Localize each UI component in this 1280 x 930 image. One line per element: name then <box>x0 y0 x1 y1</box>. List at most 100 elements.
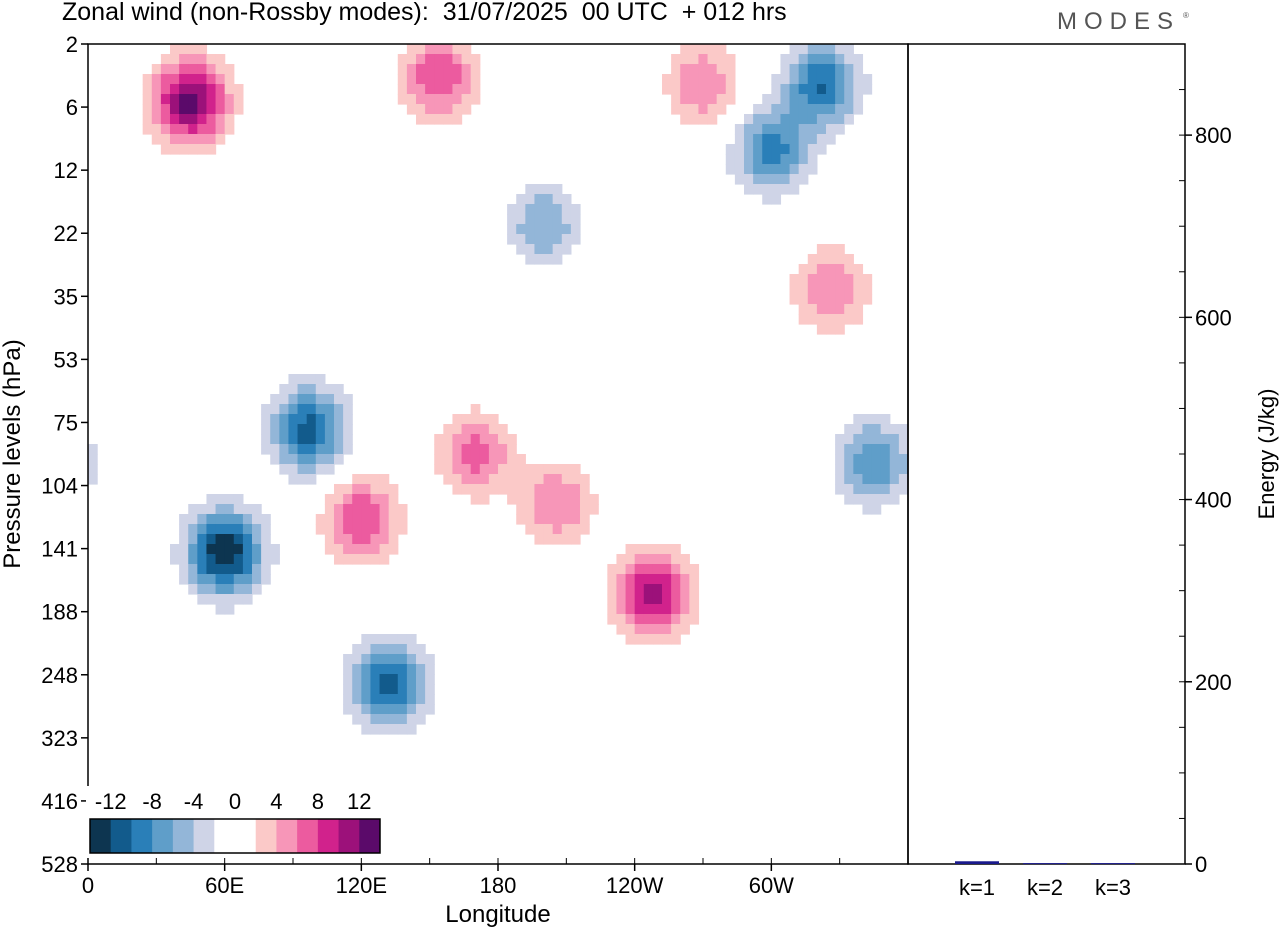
heatmap-cell <box>798 44 809 55</box>
heatmap-cell <box>425 694 435 705</box>
heatmap-cell <box>261 434 271 445</box>
heatmap-cell <box>452 44 463 55</box>
heatmap-cell <box>807 54 818 65</box>
heatmap-cell <box>443 64 454 75</box>
heatmap-cell <box>334 544 344 555</box>
heatmap-cell <box>361 644 372 655</box>
heatmap-cell <box>425 84 435 95</box>
heatmap-cell <box>625 624 636 635</box>
heatmap-cell <box>470 84 481 95</box>
heatmap-cell <box>261 444 271 455</box>
heatmap-cell <box>816 114 827 125</box>
heatmap-cell <box>534 234 545 245</box>
heatmap-cell <box>279 444 290 455</box>
heatmap-cell <box>798 284 809 295</box>
heatmap-cell <box>416 694 426 705</box>
heatmap-cell <box>789 274 800 285</box>
heatmap-cell <box>361 634 372 645</box>
colorbar-swatch <box>152 819 174 853</box>
heatmap-cell <box>406 54 417 65</box>
heatmap-cell <box>525 484 536 495</box>
heatmap-cell <box>826 64 836 75</box>
heatmap-cell <box>607 564 618 575</box>
heatmap-cell <box>179 54 189 65</box>
energy-category-label: k=3 <box>1095 875 1131 900</box>
y-tick-label: 188 <box>41 600 78 625</box>
heatmap-cell <box>252 534 262 545</box>
heatmap-cell <box>388 654 399 665</box>
heatmap-cell <box>461 454 472 465</box>
heatmap-cell <box>206 144 217 155</box>
heatmap-cell <box>835 254 845 265</box>
heatmap-cell <box>215 94 226 105</box>
heatmap-cell <box>306 374 317 385</box>
heatmap-cell <box>662 74 672 85</box>
heatmap-cell <box>625 594 636 605</box>
heatmap-cell <box>552 464 563 475</box>
heatmap-cell <box>589 504 599 515</box>
colorbar-frame <box>89 818 381 854</box>
heatmap-cell <box>425 684 435 695</box>
heatmap-cell <box>807 74 818 85</box>
energy-axis: 0 200 400 600 800 <box>1179 43 1232 877</box>
heatmap-cell <box>525 494 536 505</box>
heatmap-cell <box>142 94 153 105</box>
heatmap-cell <box>352 474 362 485</box>
heatmap-cell <box>233 534 244 545</box>
heatmap-cell <box>734 164 745 175</box>
heatmap-cell <box>880 484 891 495</box>
heatmap-cell <box>224 124 235 135</box>
heatmap-cell <box>898 424 908 435</box>
heatmap-cell <box>634 554 645 565</box>
heatmap-cell <box>835 264 845 275</box>
heatmap-cell <box>470 494 481 505</box>
heatmap-cell <box>862 484 873 495</box>
heatmap-cell <box>197 514 208 525</box>
heatmap-cell <box>324 504 335 515</box>
heatmap-cell <box>306 394 317 405</box>
y-tick-label: 6 <box>66 95 78 120</box>
heatmap-cell <box>279 454 290 465</box>
heatmap-cell <box>707 44 718 55</box>
heatmap-cell <box>261 534 271 545</box>
heatmap-cell <box>826 94 836 105</box>
heatmap-cell <box>798 314 809 325</box>
heatmap-cell <box>370 654 381 665</box>
heatmap-cell <box>288 474 299 485</box>
heatmap-cell <box>379 664 390 675</box>
heatmap-cell <box>789 134 800 145</box>
heatmap-cell <box>771 144 782 155</box>
heatmap-cell <box>279 414 290 425</box>
heatmap-cell <box>753 174 763 185</box>
heatmap-cell <box>534 524 545 535</box>
heatmap-cell <box>215 514 226 525</box>
heatmap-cell <box>315 424 326 435</box>
heatmap-cell <box>561 484 572 495</box>
heatmap-cell <box>443 474 454 485</box>
heatmap-cell <box>188 544 198 555</box>
heatmap-cell <box>188 104 198 115</box>
heatmap-cell <box>297 404 308 415</box>
heatmap-cell <box>324 394 335 405</box>
heatmap-cell <box>753 104 763 115</box>
y-axis-label: Pressure levels (hPa) <box>0 339 26 568</box>
heatmap-cell <box>552 224 563 235</box>
heatmap-cell <box>844 104 854 115</box>
heatmap-cell <box>561 534 572 545</box>
colorbar-swatch <box>255 819 277 853</box>
heatmap-cell <box>388 534 399 545</box>
heatmap-cell <box>288 424 299 435</box>
heatmap-cell <box>671 94 681 105</box>
heatmap-cell <box>680 554 690 565</box>
heatmap-cell <box>452 94 463 105</box>
heatmap-cell <box>370 504 381 515</box>
heatmap-cell <box>479 414 490 425</box>
heatmap-cell <box>315 444 326 455</box>
heatmap-cell <box>479 464 490 475</box>
heatmap-cell <box>160 94 171 105</box>
heatmap-cell <box>461 54 472 65</box>
heatmap-cell <box>889 484 900 495</box>
heatmap-cell <box>343 694 353 705</box>
heatmap-cell <box>816 64 827 75</box>
heatmap-cell <box>452 104 463 115</box>
